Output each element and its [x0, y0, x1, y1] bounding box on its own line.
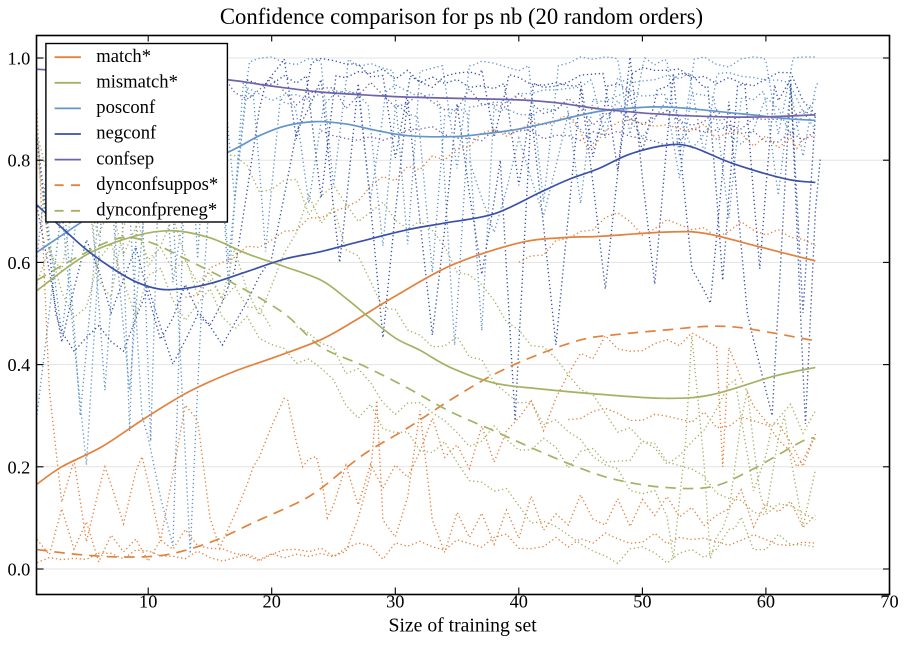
svg-text:posconf: posconf [96, 97, 156, 118]
svg-text:0.2: 0.2 [7, 457, 30, 477]
svg-text:match*: match* [96, 46, 151, 67]
svg-text:0.6: 0.6 [7, 253, 30, 273]
svg-text:20: 20 [263, 592, 281, 612]
svg-text:dynconfpreneg*: dynconfpreneg* [96, 200, 217, 221]
svg-text:mismatch*: mismatch* [96, 72, 178, 93]
svg-text:dynconfsuppos*: dynconfsuppos* [96, 174, 218, 195]
svg-text:0.4: 0.4 [7, 355, 30, 375]
svg-text:40: 40 [510, 592, 528, 612]
svg-text:confsep: confsep [96, 148, 154, 169]
svg-text:0.0: 0.0 [7, 560, 30, 580]
svg-text:30: 30 [386, 592, 404, 612]
svg-text:Size of training set: Size of training set [389, 615, 538, 637]
svg-text:50: 50 [633, 592, 651, 612]
svg-text:10: 10 [139, 592, 157, 612]
svg-text:1.0: 1.0 [7, 49, 30, 69]
svg-text:70: 70 [880, 592, 898, 612]
svg-text:0.8: 0.8 [7, 151, 30, 171]
svg-text:Confidence comparison for ps n: Confidence comparison for ps nb (20 rand… [220, 4, 703, 29]
svg-text:negconf: negconf [96, 123, 157, 144]
svg-text:60: 60 [757, 592, 775, 612]
